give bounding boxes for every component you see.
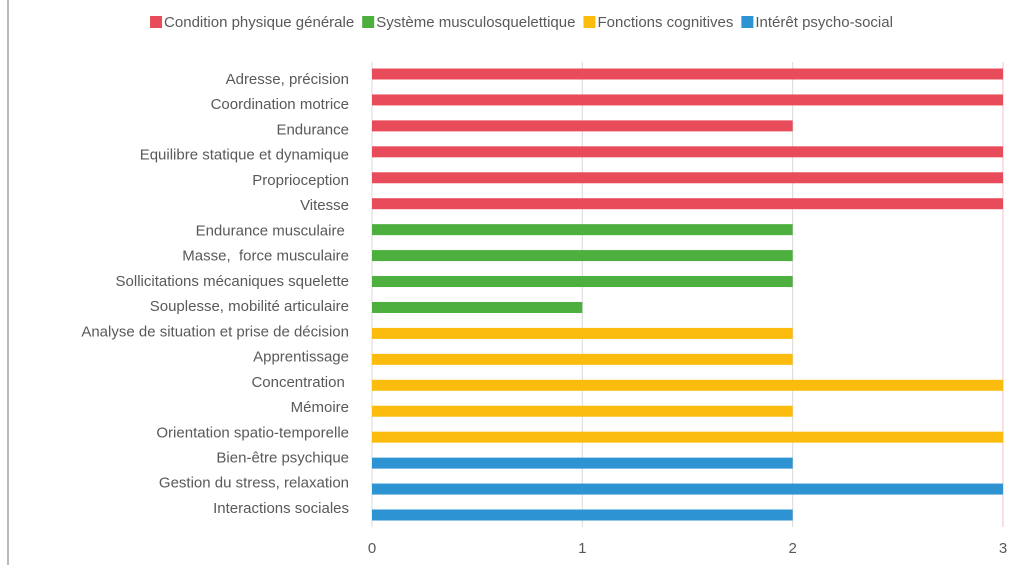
bar — [372, 509, 793, 521]
bar — [372, 68, 1003, 80]
bar — [372, 301, 583, 313]
bar — [372, 120, 793, 132]
legend-label: Système musculosquelettique — [376, 14, 575, 31]
legend: Condition physique générale Système muscu… — [150, 14, 893, 31]
y-tick-label: Apprentissage — [253, 349, 349, 366]
bar — [372, 405, 793, 417]
legend-label: Fonctions cognitives — [597, 14, 733, 31]
bar — [372, 198, 1003, 210]
bar — [372, 172, 1003, 184]
x-tick-label: 0 — [368, 540, 376, 557]
legend-swatch — [583, 16, 596, 28]
x-tick-label: 1 — [578, 540, 586, 557]
y-tick-label: Analyse de situation et prise de décisio… — [81, 323, 349, 340]
legend-swatch — [362, 16, 375, 28]
bar — [372, 276, 793, 288]
y-tick-label: Endurance musculaire — [196, 222, 349, 239]
y-tick-label: Vitesse — [300, 197, 349, 214]
y-tick-label: Equilibre statique et dynamique — [140, 147, 349, 164]
x-tick-label: 3 — [999, 540, 1007, 557]
bar — [372, 353, 793, 365]
x-tick-label: 2 — [788, 540, 796, 557]
legend-swatch — [741, 16, 754, 28]
legend-label: Intérêt psycho-social — [755, 14, 893, 31]
y-tick-label: Souplesse, mobilité articulaire — [150, 298, 349, 315]
y-tick-label: Masse, force musculaire — [182, 248, 349, 265]
y-tick-label: Mémoire — [291, 399, 349, 416]
y-tick-label: Endurance — [276, 121, 349, 138]
y-tick-label: Interactions sociales — [213, 500, 349, 517]
legend-label: Condition physique générale — [164, 14, 354, 31]
bar — [372, 250, 793, 262]
bar — [372, 146, 1003, 158]
bar — [372, 379, 1003, 391]
bar — [372, 431, 1003, 443]
bar — [372, 224, 793, 236]
y-tick-label: Gestion du stress, relaxation — [159, 475, 349, 492]
y-tick-label: Adresse, précision — [226, 71, 349, 88]
bar — [372, 94, 1003, 106]
y-tick-label: Coordination motrice — [211, 96, 349, 113]
y-tick-label: Sollicitations mécaniques squelette — [116, 273, 349, 290]
y-tick-label: Bien-être psychique — [216, 449, 349, 466]
bar — [372, 457, 793, 469]
bar — [372, 483, 1003, 495]
y-tick-label: Orientation spatio-temporelle — [156, 424, 349, 441]
y-tick-label: Concentration — [251, 374, 349, 391]
y-tick-label: Proprioception — [252, 172, 349, 189]
bar — [372, 327, 793, 339]
legend-swatch — [150, 16, 163, 28]
